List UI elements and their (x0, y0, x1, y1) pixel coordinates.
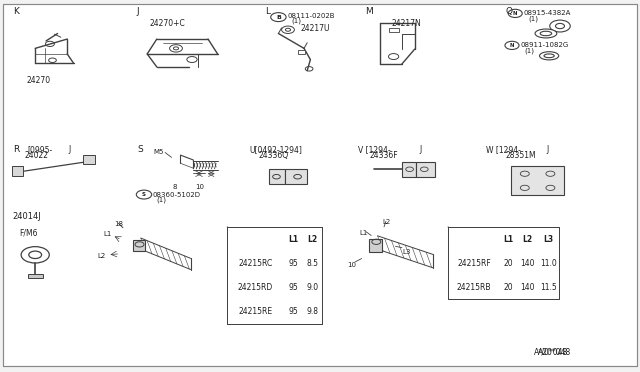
Text: 11.0: 11.0 (540, 259, 557, 268)
Text: L2: L2 (97, 253, 106, 259)
Bar (285, 169, 307, 184)
Text: 28351M: 28351M (506, 151, 536, 160)
Bar (448, 227, 559, 299)
Text: 24014J: 24014J (13, 212, 42, 221)
Text: 24215RF: 24215RF (458, 259, 491, 268)
Text: L1: L1 (504, 234, 513, 244)
Text: L2: L2 (522, 234, 532, 244)
Text: R: R (13, 145, 19, 154)
Bar (227, 227, 322, 324)
Text: L3: L3 (402, 249, 410, 255)
Text: J: J (419, 145, 422, 154)
Text: J: J (546, 145, 548, 154)
Text: 8.5: 8.5 (307, 259, 318, 268)
Bar (416, 162, 435, 177)
Text: J: J (136, 7, 139, 16)
Text: 10: 10 (348, 262, 356, 268)
Text: 08111-0202B: 08111-0202B (288, 13, 335, 19)
Text: 08360-5102D: 08360-5102D (152, 192, 200, 198)
Text: 24270+C: 24270+C (149, 19, 185, 28)
Text: 08911-1082G: 08911-1082G (520, 42, 568, 48)
Text: 24336F: 24336F (370, 151, 399, 160)
Text: L1: L1 (288, 234, 298, 244)
Text: Q: Q (506, 7, 513, 16)
Text: (1): (1) (528, 16, 538, 22)
Ellipse shape (544, 54, 554, 58)
Text: A20*048: A20*048 (538, 348, 571, 357)
Text: M: M (365, 7, 372, 16)
Text: 95: 95 (288, 307, 298, 316)
Text: 10: 10 (195, 184, 204, 190)
Text: 140: 140 (520, 259, 534, 268)
Text: 24217N: 24217N (392, 19, 421, 28)
Text: N: N (513, 11, 518, 16)
Text: 24215RB: 24215RB (457, 283, 492, 292)
Text: 8: 8 (173, 184, 177, 190)
Text: 20: 20 (504, 259, 513, 268)
Text: L1: L1 (104, 231, 112, 237)
Text: L: L (266, 7, 271, 16)
Text: 9.0: 9.0 (307, 283, 318, 292)
Text: B: B (276, 15, 281, 20)
Bar (269, 169, 285, 184)
Text: L3: L3 (543, 234, 553, 244)
Text: W [1294-: W [1294- (486, 145, 521, 154)
Text: 24270: 24270 (27, 76, 51, 85)
Text: [0995-: [0995- (28, 145, 52, 154)
Ellipse shape (535, 29, 557, 38)
Text: A²/0*048: A²/0*048 (534, 348, 569, 357)
Bar (389, 28, 399, 32)
Bar (28, 274, 43, 278)
Text: 24215RD: 24215RD (237, 283, 273, 292)
Bar (511, 166, 564, 195)
Text: 95: 95 (288, 283, 298, 292)
Bar (402, 162, 416, 177)
Bar (133, 240, 145, 251)
Text: N: N (509, 43, 515, 48)
Text: 140: 140 (520, 283, 534, 292)
Text: 24215RC: 24215RC (238, 259, 273, 268)
Text: L2: L2 (383, 219, 391, 225)
Bar (369, 239, 382, 252)
Text: 11.5: 11.5 (540, 283, 557, 292)
Bar (83, 155, 95, 164)
Text: 24215RE: 24215RE (238, 307, 273, 316)
Text: 08915-4382A: 08915-4382A (524, 10, 571, 16)
Text: 9.8: 9.8 (307, 307, 318, 316)
Ellipse shape (540, 31, 552, 36)
Text: S: S (138, 145, 143, 154)
Text: U[0492-1294]: U[0492-1294] (250, 145, 303, 154)
Text: V [1294-: V [1294- (358, 145, 391, 154)
Text: 24022: 24022 (24, 151, 49, 160)
Text: (1): (1) (525, 48, 535, 54)
Text: M5: M5 (154, 149, 164, 155)
Ellipse shape (540, 52, 559, 60)
Text: K: K (13, 7, 19, 16)
Text: S: S (142, 192, 146, 197)
Text: L2: L2 (307, 234, 317, 244)
Text: 24217U: 24217U (301, 24, 330, 33)
Text: L1: L1 (360, 230, 368, 236)
Text: 18: 18 (114, 221, 123, 227)
Text: J: J (68, 145, 71, 154)
Text: (1): (1) (157, 197, 167, 203)
Bar (12, 166, 23, 176)
Text: 95: 95 (288, 259, 298, 268)
Text: 24336Q: 24336Q (259, 151, 289, 160)
Text: 20: 20 (504, 283, 513, 292)
Bar (298, 50, 305, 54)
Text: (1): (1) (291, 18, 301, 24)
Text: F/M6: F/M6 (19, 229, 38, 238)
